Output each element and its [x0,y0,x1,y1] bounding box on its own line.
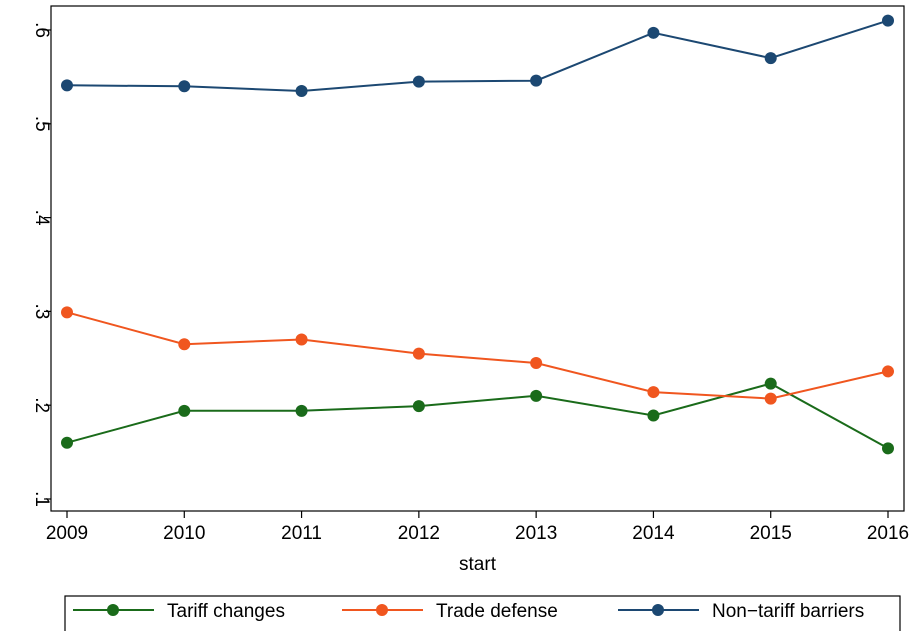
x-tick-label: 2009 [46,523,88,544]
series-line-0 [66,382,889,450]
x-tick-label: 2014 [632,523,675,544]
data-point [530,389,543,402]
data-point [178,404,191,417]
data-point [412,347,425,360]
series-line-2 [66,19,889,93]
legend: Tariff changes Trade defense Non−tariff ba… [64,595,901,633]
data-point [61,79,73,92]
data-point [295,84,308,97]
y-tick-label: .4 [31,210,52,226]
legend-key-marker [376,604,388,616]
data-point [412,400,425,413]
y-tick-label: .1 [31,491,52,507]
data-point [530,74,543,87]
legend-label: Trade defense [436,601,558,622]
series-line-1 [66,311,889,400]
y-tick-label: .6 [31,22,52,38]
data-point [530,356,543,369]
data-point [882,365,894,378]
data-point [295,333,308,346]
x-tick-label: 2015 [750,523,792,544]
legend-label: Non−tariff barriers [712,601,864,622]
data-point [764,392,777,405]
x-tick-label: 2011 [281,523,322,544]
x-tick-label: 2010 [163,523,205,544]
y-tick-label: .5 [31,116,52,132]
data-point [178,80,191,93]
data-point [647,26,660,39]
y-tick-label: .2 [31,397,52,413]
data-point [61,306,73,319]
data-point [647,409,660,422]
legend-label: Tariff changes [167,601,285,622]
data-point [647,386,660,399]
y-tick-label: .3 [31,303,52,319]
data-point [61,436,73,449]
data-point [764,52,777,65]
x-tick-label: 2012 [398,523,440,544]
data-point [882,442,894,455]
data-point [882,14,894,27]
x-tick-label: 2016 [867,523,909,544]
axes: 2009 2010 2011 2012 2013 2014 2015 2016 .1 .2 .3 .4… [31,5,909,575]
plot-area [61,14,894,455]
legend-key-marker [107,604,119,616]
legend-key-marker [652,604,664,616]
data-point [295,404,308,417]
x-tick-label: 2013 [515,523,557,544]
data-point [178,338,191,351]
data-point [764,377,777,390]
data-point [412,75,425,88]
x-axis-title: start [459,554,497,575]
plot-frame [50,5,905,512]
